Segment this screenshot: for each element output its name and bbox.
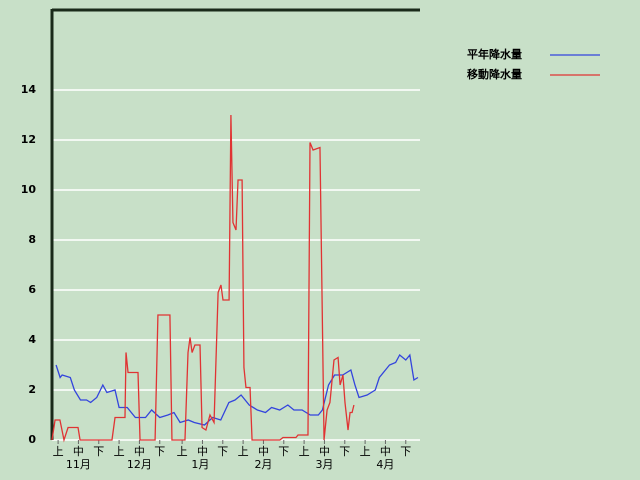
data-line (51, 114, 355, 443)
y-tick-label: 2 (28, 383, 36, 396)
y-tick-label: 8 (28, 233, 36, 246)
x-tick-label: 上 (238, 445, 249, 458)
x-tick-label: 下 (400, 445, 411, 458)
x-tick-label: 中 (258, 445, 269, 458)
month-label: 12月 (127, 458, 152, 471)
x-tick-label: 中 (380, 445, 391, 458)
x-tick-label: 上 (53, 445, 64, 458)
month-label: 3月 (315, 458, 333, 471)
x-tick-label: 上 (299, 445, 310, 458)
month-label: 2月 (254, 458, 272, 471)
y-tick-label: 10 (21, 183, 37, 196)
x-tick-label: 下 (93, 445, 104, 458)
x-tick-label: 上 (177, 445, 188, 458)
x-tick-label: 下 (339, 445, 350, 458)
x-tick-label: 下 (154, 445, 165, 458)
legend-label: 移動降水量 (467, 67, 522, 81)
y-tick-label: 0 (28, 433, 36, 446)
x-tick-label: 上 (114, 445, 125, 458)
x-tick-label: 下 (217, 445, 228, 458)
y-tick-label: 12 (21, 133, 36, 146)
x-tick-label: 中 (197, 445, 208, 458)
x-tick-label: 下 (278, 445, 289, 458)
x-tick-label: 中 (134, 445, 145, 458)
y-tick-label: 14 (21, 83, 37, 96)
x-tick-label: 中 (319, 445, 330, 458)
x-tick-label: 中 (73, 445, 84, 458)
month-label: 4月 (376, 458, 394, 471)
y-tick-label: 6 (28, 283, 36, 296)
y-tick-label: 4 (28, 333, 36, 346)
data-line (55, 353, 419, 426)
month-label: 1月 (191, 458, 209, 471)
month-label: 11月 (66, 458, 91, 471)
x-tick-label: 上 (360, 445, 371, 458)
legend-label: 平年降水量 (467, 47, 522, 61)
